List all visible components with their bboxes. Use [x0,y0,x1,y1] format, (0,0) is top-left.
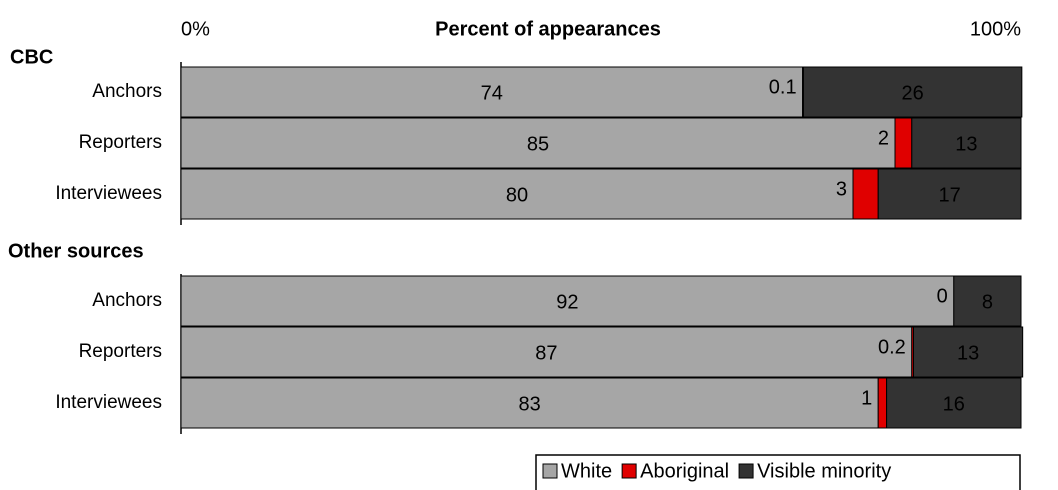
data-label: 80 [506,184,528,206]
group-title: Other sources [8,240,144,262]
data-label: 0.1 [769,76,797,98]
bar-segment [180,275,955,327]
bar-segment [180,326,913,378]
bar-segment [180,168,854,220]
category-label: Reporters [79,132,162,153]
category-label: Reporters [79,341,162,362]
data-label: 13 [957,342,979,364]
legend-label: Visible minority [757,460,891,482]
bar-segment [912,326,1024,378]
data-label: 0 [937,285,948,307]
data-label: 26 [902,82,924,104]
group-title: CBC [10,46,53,68]
bar-segment [886,377,1022,429]
data-label: 0.2 [878,336,906,358]
bar-segment [877,168,1022,220]
bar-segment [911,117,1022,169]
bar-segment [802,66,1023,118]
category-label: Anchors [92,290,162,311]
data-label: 83 [518,393,540,415]
legend-swatch [542,463,558,479]
bar-segment [877,377,888,429]
data-label: 2 [878,127,889,149]
data-label: 16 [943,393,965,415]
category-label: Interviewees [55,183,162,204]
data-label: 17 [938,184,960,206]
data-label: 8 [982,291,993,313]
chart-title: Percent of appearances [435,18,661,40]
bar-segment [852,168,879,220]
data-label: 3 [836,178,847,200]
data-label: 13 [955,133,977,155]
data-label: 87 [535,342,557,364]
legend-swatch [621,463,637,479]
data-label: 1 [861,387,872,409]
legend-label: White [561,460,612,482]
bar-segment [180,117,896,169]
category-label: Interviewees [55,392,162,413]
legend-swatch [738,463,754,479]
legend-box [535,454,1021,490]
data-label: 74 [481,82,503,104]
category-label: Anchors [92,81,162,102]
data-label: 92 [556,291,578,313]
bar-segment [180,66,804,118]
data-label: 85 [527,133,549,155]
bar-segment [953,275,1022,327]
bar-segment [894,117,913,169]
x-tick-label: 100% [970,18,1021,40]
legend-label: Aboriginal [640,460,729,482]
x-tick-label: 0% [181,18,210,40]
